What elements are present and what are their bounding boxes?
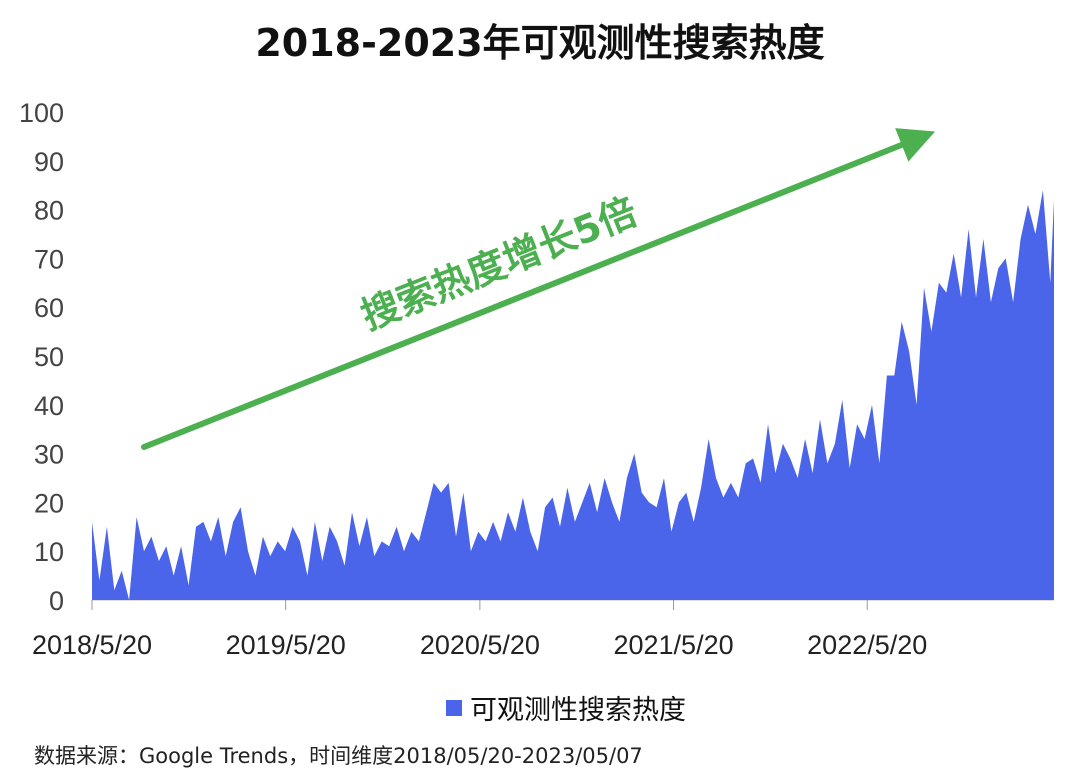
y-tick-label: 10 (34, 537, 64, 567)
x-tick-label: 2020/5/20 (420, 630, 540, 660)
x-tick-label: 2022/5/20 (807, 630, 927, 660)
y-tick-label: 70 (34, 244, 64, 274)
series-group (92, 190, 1054, 600)
y-tick-label: 40 (34, 391, 64, 421)
y-tick-label: 90 (34, 147, 64, 177)
x-tick-label: 2018/5/20 (32, 630, 152, 660)
y-tick-label: 80 (34, 196, 64, 226)
y-tick-label: 20 (34, 488, 64, 518)
y-tick-label: 30 (34, 440, 64, 470)
source-note: 数据来源：Google Trends，时间维度2018/05/20-2023/0… (34, 744, 643, 768)
x-tick-label: 2019/5/20 (226, 630, 346, 660)
trend-arrow (141, 128, 936, 450)
y-axis: 0 10 20 30 40 50 60 70 80 90 100 (19, 98, 64, 616)
x-tick-label: 2021/5/20 (613, 630, 733, 660)
legend-swatch (446, 699, 462, 716)
legend: 可观测性搜索热度 (446, 688, 686, 727)
annotation-group: 搜索热度增长5倍 (141, 128, 936, 450)
legend-label: 可观测性搜索热度 (470, 695, 686, 726)
chart-title: 2018-2023年可观测性搜索热度 (255, 21, 825, 65)
y-tick-label: 60 (34, 293, 64, 323)
y-tick-label: 100 (19, 98, 64, 128)
x-axis: 2018/5/20 2019/5/20 2020/5/20 2021/5/20 2022… (32, 599, 1054, 660)
y-tick-label: 50 (34, 342, 64, 372)
y-tick-label: 0 (49, 586, 64, 616)
area-series-search-heat (92, 190, 1054, 600)
